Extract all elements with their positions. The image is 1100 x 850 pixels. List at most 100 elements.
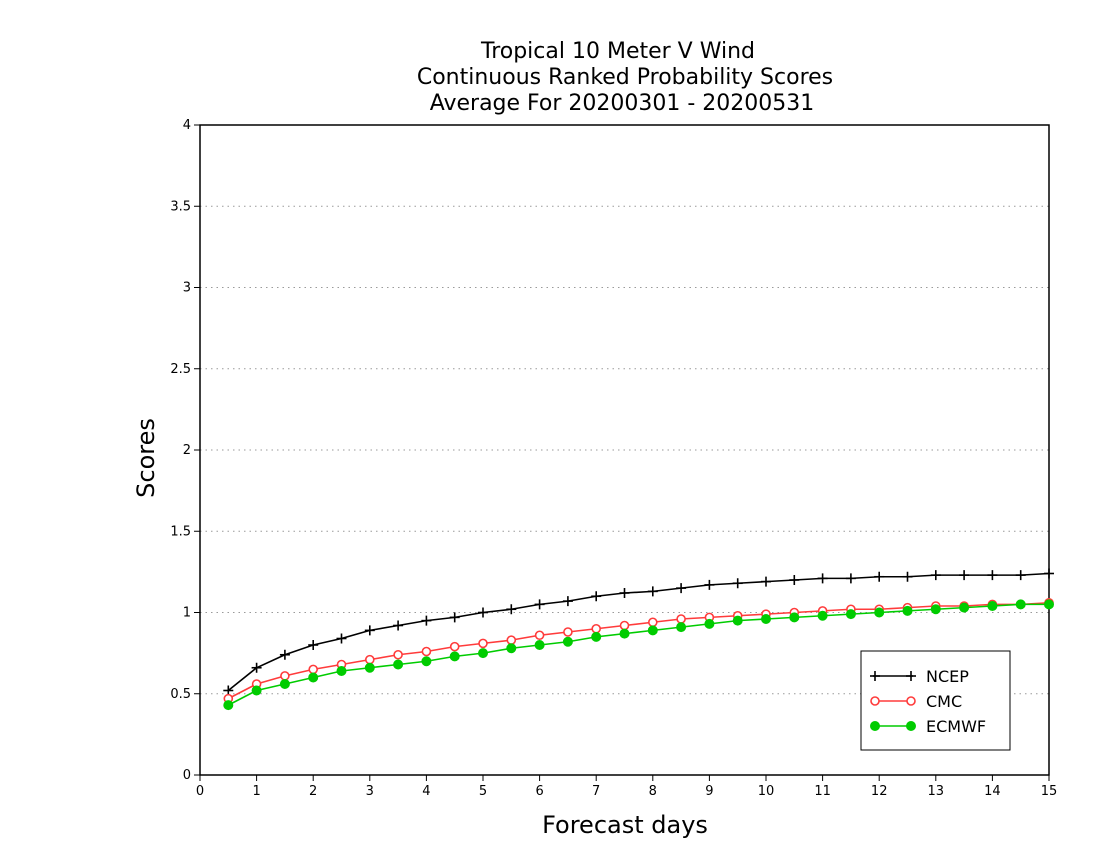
- data-point-ncep: [1044, 568, 1054, 579]
- data-point-ecmwf: [676, 622, 687, 633]
- x-axis-label: Forecast days: [542, 811, 708, 839]
- data-point-ecmwf: [902, 605, 913, 616]
- x-axis: 0 1 2 3 4 5 6 7 8 9 10 11 12 13 14 15: [196, 775, 1057, 799]
- legend-marker-ncep: [870, 671, 880, 681]
- x-tick-label: 3: [366, 784, 374, 799]
- y-axis-label: Scores: [132, 418, 160, 498]
- data-point-ecmwf: [591, 631, 602, 642]
- y-tick-label: 2: [183, 443, 191, 458]
- series-layer: [223, 568, 1054, 711]
- data-point-ncep: [308, 640, 319, 650]
- title-line-3: Average For 20200301 - 20200531: [430, 91, 815, 116]
- legend-marker-ncep: [906, 671, 916, 681]
- x-tick-label: 14: [984, 784, 1001, 799]
- x-tick-label: 4: [422, 784, 430, 799]
- x-tick-label: 13: [928, 784, 945, 799]
- chart-title: Tropical 10 Meter V Wind Continuous Rank…: [417, 39, 833, 116]
- data-point-ecmwf: [336, 666, 347, 676]
- x-tick-label: 6: [535, 784, 543, 799]
- title-line-2: Continuous Ranked Probability Scores: [417, 65, 833, 90]
- data-point-ecmwf: [364, 662, 375, 673]
- legend: NCEP CMC ECMWF: [860, 650, 1011, 751]
- data-point-ecmwf: [619, 628, 630, 639]
- data-point-ecmwf: [987, 601, 998, 611]
- data-point-ncep: [987, 570, 998, 581]
- x-tick-label: 10: [758, 784, 775, 799]
- data-point-ncep: [421, 615, 432, 626]
- data-point-ecmwf: [1015, 599, 1026, 610]
- data-point-ncep: [251, 662, 262, 673]
- data-point-ncep: [817, 573, 828, 584]
- data-point-ncep: [534, 599, 545, 610]
- data-point-ecmwf: [421, 656, 432, 667]
- x-tick-label: 15: [1041, 784, 1058, 799]
- x-tick-label: 2: [309, 784, 317, 799]
- data-point-ecmwf: [704, 618, 715, 629]
- legend-entry-cmc: CMC: [870, 692, 962, 711]
- legend-label-ncep: NCEP: [926, 667, 969, 686]
- data-point-ecmwf: [817, 610, 828, 621]
- data-point-ecmwf: [930, 604, 941, 615]
- data-point-ecmwf: [761, 614, 771, 624]
- data-point-ecmwf: [393, 659, 404, 670]
- data-point-ecmwf: [562, 636, 573, 647]
- data-point-ncep: [478, 607, 488, 618]
- y-axis: 0 0.5 1 1.5 2 2.5 3 3.5 4: [170, 118, 200, 783]
- data-point-ecmwf: [1044, 599, 1054, 610]
- x-tick-label: 7: [592, 784, 600, 799]
- data-point-ecmwf: [959, 602, 970, 613]
- data-point-ncep: [959, 570, 970, 581]
- data-point-cmc: [308, 664, 319, 675]
- data-point-ncep: [279, 649, 290, 660]
- data-point-ncep: [845, 573, 856, 584]
- x-tick-label: 0: [196, 784, 204, 799]
- data-point-cmc: [676, 614, 686, 624]
- data-point-ncep: [449, 612, 460, 623]
- y-tick-label: 1: [183, 606, 191, 621]
- y-tick-label: 3: [183, 281, 191, 296]
- data-point-ecmwf: [845, 609, 856, 620]
- data-point-ecmwf: [534, 640, 545, 650]
- x-tick-label: 5: [479, 784, 487, 799]
- data-point-cmc: [421, 646, 432, 657]
- series-ecmwf: [223, 599, 1054, 711]
- data-point-ncep: [902, 571, 913, 582]
- y-tick-label: 0.5: [170, 687, 191, 702]
- legend-label-ecmwf: ECMWF: [926, 717, 986, 736]
- data-point-cmc: [647, 617, 658, 628]
- data-point-ncep: [562, 596, 573, 607]
- data-point-ecmwf: [251, 685, 262, 696]
- y-tick-label: 3.5: [170, 199, 191, 214]
- data-point-ncep: [591, 591, 602, 602]
- data-point-cmc: [280, 671, 290, 681]
- y-tick-label: 1.5: [170, 524, 191, 539]
- x-tick-label: 12: [871, 784, 888, 799]
- legend-marker-cmc: [870, 696, 880, 706]
- data-point-cmc: [478, 638, 488, 649]
- y-tick-label: 0: [183, 768, 191, 783]
- data-point-ncep: [704, 579, 715, 590]
- data-point-ecmwf: [478, 648, 488, 659]
- data-point-ncep: [930, 570, 941, 581]
- data-point-ncep: [619, 588, 630, 598]
- legend-entry-ecmwf: ECMWF: [870, 717, 986, 736]
- data-point-ncep: [676, 583, 687, 594]
- data-point-ncep: [364, 625, 375, 636]
- data-point-cmc: [563, 627, 573, 637]
- y-tick-label: 2.5: [170, 362, 191, 377]
- data-point-ecmwf: [308, 672, 319, 683]
- data-point-cmc: [534, 630, 545, 641]
- data-point-cmc: [393, 649, 403, 660]
- data-point-cmc: [591, 623, 602, 634]
- legend-entry-ncep: NCEP: [870, 667, 969, 686]
- x-tick-label: 8: [649, 784, 657, 799]
- data-point-ncep: [874, 571, 885, 582]
- x-tick-label: 11: [814, 784, 831, 799]
- data-point-ncep: [506, 604, 517, 615]
- grid: [200, 205, 1049, 695]
- data-point-ncep: [336, 633, 347, 644]
- data-point-ecmwf: [647, 625, 658, 636]
- data-point-ecmwf: [449, 651, 460, 662]
- legend-marker-ecmwf: [906, 721, 916, 731]
